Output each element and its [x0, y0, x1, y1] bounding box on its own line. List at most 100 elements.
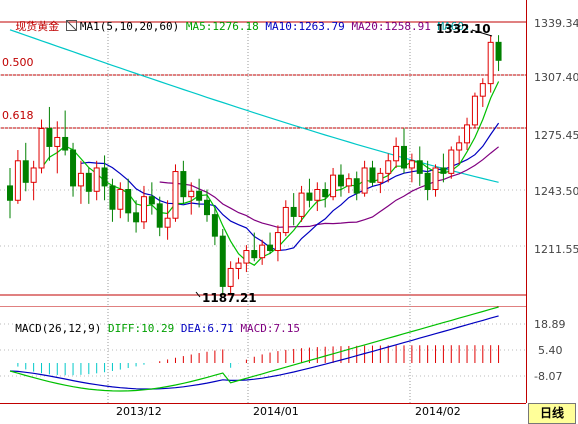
candle-body	[54, 136, 61, 147]
candle-body	[7, 185, 13, 201]
ma20-line	[159, 146, 499, 228]
candle-body	[337, 174, 344, 187]
candle-body	[448, 149, 455, 174]
macd-macd-value: MACD:7.15	[240, 322, 301, 335]
high-annotation-arrow	[471, 29, 493, 37]
price-axis-label: 1275.45	[534, 129, 578, 142]
indicator-toggle-icon[interactable]	[65, 20, 77, 31]
candle-body	[401, 145, 407, 169]
candle-body	[14, 160, 21, 201]
candle-body	[62, 136, 69, 151]
date-label: 2014/02	[415, 405, 461, 418]
candle-body	[204, 199, 210, 216]
date-axis: 2013/12 2014/01 2014/02	[0, 403, 526, 423]
candle-body	[38, 127, 45, 169]
candle-body	[109, 185, 116, 210]
candle-body	[46, 127, 53, 147]
candle-body	[345, 178, 352, 187]
macd-diff-value: DIFF:10.29	[107, 322, 175, 335]
candle-body	[125, 189, 132, 214]
candle-body	[408, 160, 415, 169]
price-chart-svg[interactable]	[0, 0, 526, 305]
candle-body	[314, 189, 321, 201]
candle-body	[235, 262, 242, 269]
macd-header: MACD(26,12,9) DIFF:10.29 DEA:6.71 MACD:7…	[2, 309, 300, 335]
candle-body	[298, 192, 305, 217]
ma5-value: MA5:1276.18	[185, 20, 259, 33]
macd-panel[interactable]	[0, 305, 526, 403]
candle-body	[85, 172, 92, 192]
low-price-annotation: 1187.21	[202, 291, 257, 305]
candle-body	[267, 244, 274, 252]
candle-body	[251, 250, 258, 259]
candle-body	[361, 167, 368, 194]
ma60-line	[9, 29, 499, 183]
candle-body	[259, 244, 266, 259]
candle-body	[290, 206, 297, 217]
fib-level-label: 0.618	[2, 109, 34, 122]
date-label: 2013/12	[116, 405, 162, 418]
macd-indicator-label: MACD(26,12,9)	[15, 322, 102, 335]
candle-body	[243, 250, 250, 264]
candle-body	[353, 178, 360, 194]
macd-dea-line	[9, 315, 499, 390]
candle-body	[140, 196, 147, 223]
ma60-value: MA60:	[437, 20, 471, 33]
price-axis-panel: 1339.34 1307.40 1275.45 1243.50 1211.55 …	[526, 0, 578, 403]
candle-body	[70, 149, 77, 187]
candle-body	[385, 160, 392, 174]
date-label: 2014/01	[253, 405, 299, 418]
candle-body	[164, 217, 171, 228]
macd-diff-line	[9, 306, 499, 392]
candle-body	[133, 212, 140, 223]
candle-body	[282, 206, 289, 234]
candle-body	[440, 167, 447, 174]
candle-body	[369, 167, 376, 183]
candle-body	[180, 171, 187, 198]
ma10-line	[80, 122, 500, 252]
candle-body	[30, 167, 37, 183]
ma20-value: MA20:1258.91	[351, 20, 431, 33]
candle-body	[227, 267, 234, 287]
macd-chart-svg[interactable]	[0, 305, 526, 403]
candle-body	[495, 41, 502, 61]
candle-body	[393, 145, 400, 162]
candle-body	[464, 124, 471, 144]
candle-body	[424, 172, 431, 191]
candle-body	[330, 174, 337, 198]
candle-body	[377, 172, 384, 183]
period-button-daily[interactable]: 日线	[528, 403, 576, 424]
price-chart-panel[interactable]	[0, 0, 526, 305]
low-annotation-arrow	[195, 291, 201, 298]
price-axis-label: 1307.40	[534, 71, 578, 84]
candle-body	[172, 171, 179, 219]
candle-body	[196, 190, 203, 201]
candle-body	[148, 196, 155, 205]
macd-axis-label: 5.40	[538, 344, 563, 357]
candle-body	[471, 95, 478, 126]
candle-body	[211, 214, 218, 237]
fib-level-label: 0.500	[2, 56, 34, 69]
symbol-name: 现货黄金	[15, 20, 60, 33]
macd-dea-value: DEA:6.71	[180, 322, 234, 335]
ma-indicator-label: MA1(5,10,20,60)	[79, 20, 180, 33]
price-axis-label: 1339.34	[534, 17, 578, 30]
macd-axis-label: 18.89	[534, 318, 566, 331]
candle-body	[306, 192, 313, 201]
candle-body	[416, 160, 423, 174]
candle-body	[117, 189, 124, 210]
macd-axis-label: -8.07	[534, 370, 563, 383]
candle-body	[432, 167, 439, 191]
high-price-annotation: 1332.10	[436, 22, 491, 36]
candle-body	[487, 41, 494, 85]
candle-body	[22, 160, 29, 183]
candle-body	[77, 172, 84, 187]
price-axis-label: 1211.55	[534, 243, 578, 256]
candle-body	[322, 189, 329, 198]
candle-body	[156, 203, 163, 228]
candle-body	[274, 232, 281, 252]
candle-body	[101, 167, 108, 187]
candle-body	[219, 235, 226, 287]
price-axis-label: 1243.50	[534, 185, 578, 198]
candle-body	[456, 142, 463, 151]
